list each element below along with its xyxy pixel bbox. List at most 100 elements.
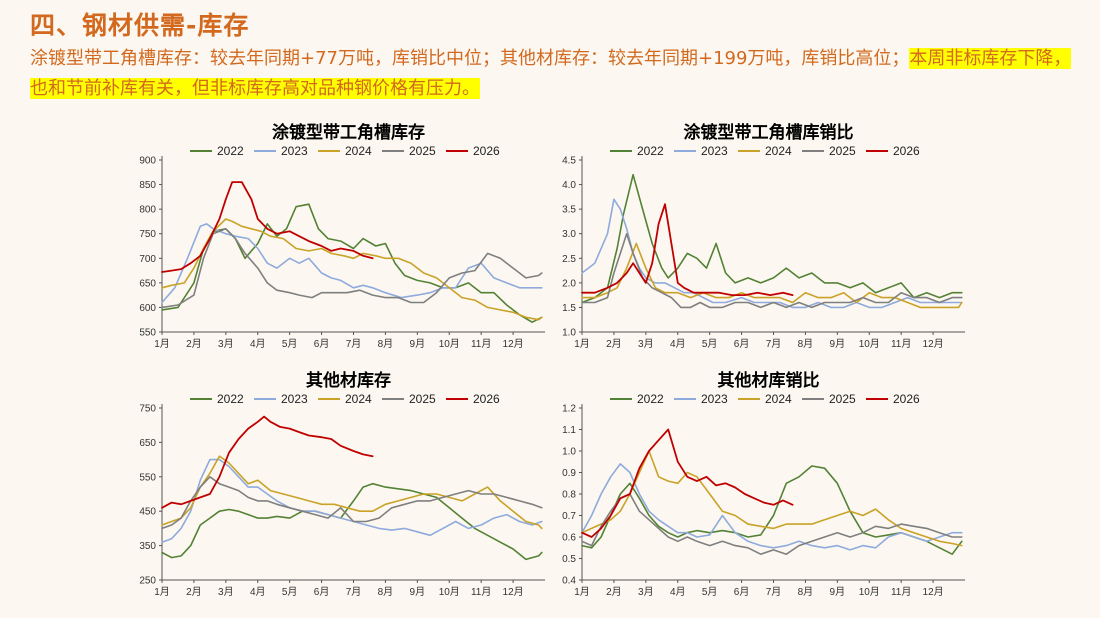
x-tick-label: 8月 — [798, 338, 814, 350]
x-tick-label: 7月 — [346, 338, 362, 350]
x-tick-label: 3月 — [638, 338, 654, 350]
series-line-2026 — [581, 203, 794, 297]
y-tick-label: 2.5 — [562, 254, 576, 265]
x-tick-label: 12月 — [923, 338, 944, 350]
series-line-2025 — [581, 493, 963, 555]
y-tick-label: 750 — [139, 229, 156, 240]
legend-label-2026: 2026 — [893, 392, 920, 406]
x-tick-label: 9月 — [830, 338, 846, 350]
series-line-2026 — [161, 181, 374, 273]
series-line-2022 — [581, 465, 963, 555]
chart-other-stock-sales-ratio: 其他材库销比 2022 2023 2024 2025 2026 0.4 0.5 0.6 0.7 0.… — [562, 370, 965, 598]
x-tick-label: 2月 — [606, 338, 622, 350]
x-tick-label: 10月 — [439, 586, 460, 598]
x-tick-label: 5月 — [702, 586, 718, 598]
x-tick-label: 12月 — [923, 586, 944, 598]
y-tick-label: 450 — [139, 507, 156, 518]
x-tick-label: 4月 — [250, 338, 266, 350]
x-tick-label: 8月 — [798, 586, 814, 598]
legend-label-2026: 2026 — [893, 144, 920, 158]
series-line-2026 — [581, 428, 794, 538]
x-tick-label: 6月 — [314, 586, 330, 598]
y-tick-label: 0.5 — [562, 554, 576, 565]
legend: 2022 2023 2024 2025 2026 — [190, 144, 500, 158]
x-tick-label: 4月 — [670, 338, 686, 350]
series-line-2025 — [581, 232, 963, 309]
x-tick-label: 5月 — [282, 586, 298, 598]
x-tick-label: 7月 — [766, 586, 782, 598]
x-tick-label: 4月 — [670, 586, 686, 598]
series-line-2024 — [161, 218, 543, 321]
chart-title: 涂镀型带工角槽库销比 — [684, 122, 854, 143]
y-tick-label: 0.6 — [562, 533, 576, 544]
x-tick-label: 3月 — [218, 586, 234, 598]
y-tick-label: 900 — [139, 156, 156, 167]
x-tick-label: 6月 — [734, 586, 750, 598]
y-tick-label: 1.2 — [562, 404, 576, 415]
x-tick-label: 9月 — [410, 338, 426, 350]
x-tick-label: 12月 — [503, 586, 524, 598]
x-tick-label: 8月 — [378, 338, 394, 350]
legend: 2022 2023 2024 2025 2026 — [190, 392, 500, 406]
y-tick-label: 2.0 — [562, 278, 576, 289]
series-line-2023 — [581, 463, 963, 551]
legend-label-2023: 2023 — [701, 392, 728, 406]
y-tick-label: 1.0 — [562, 447, 576, 458]
y-tick-label: 4.5 — [562, 156, 576, 167]
chart-title: 涂镀型带工角槽库存 — [272, 122, 425, 143]
y-tick-label: 650 — [139, 438, 156, 449]
x-tick-label: 7月 — [346, 586, 362, 598]
series-line-2025 — [161, 228, 543, 309]
series-line-2024 — [161, 455, 543, 530]
legend-label-2022: 2022 — [217, 144, 244, 158]
y-tick-label: 750 — [139, 404, 156, 415]
chart-title: 其他材库销比 — [718, 370, 820, 391]
x-tick-label: 11月 — [891, 586, 911, 598]
legend-label-2024: 2024 — [765, 144, 792, 158]
legend-label-2024: 2024 — [345, 144, 372, 158]
y-tick-label: 700 — [139, 254, 156, 265]
x-tick-label: 8月 — [378, 586, 394, 598]
summary-text: 涂镀型带工角槽库存：较去年同期+77万吨，库销比中位；其他材库存：较去年同期+1… — [30, 44, 1080, 104]
chart-other-inventory: 其他材库存 2022 2023 2024 2025 2026 250 350 450 550 650… — [139, 370, 545, 598]
legend-label-2026: 2026 — [473, 392, 500, 406]
summary-plain: 涂镀型带工角槽库存：较去年同期+77万吨，库销比中位；其他材库存：较去年同期+1… — [30, 48, 910, 69]
y-tick-label: 850 — [139, 180, 156, 191]
legend: 2022 2023 2024 2025 2026 — [610, 144, 920, 158]
x-tick-label: 3月 — [218, 338, 234, 350]
legend-label-2025: 2025 — [409, 392, 436, 406]
legend-label-2022: 2022 — [637, 144, 664, 158]
y-tick-label: 1.5 — [562, 303, 576, 314]
x-tick-label: 1月 — [154, 338, 170, 350]
y-tick-label: 3.0 — [562, 229, 576, 240]
series-line-2025 — [161, 476, 543, 530]
legend-label-2023: 2023 — [281, 392, 308, 406]
x-tick-label: 6月 — [734, 338, 750, 350]
legend-label-2023: 2023 — [701, 144, 728, 158]
x-tick-label: 11月 — [471, 586, 491, 598]
x-tick-label: 4月 — [250, 586, 266, 598]
x-tick-label: 10月 — [859, 586, 880, 598]
series-line-2023 — [581, 198, 963, 309]
series-line-2023 — [161, 458, 543, 543]
x-tick-label: 12月 — [503, 338, 524, 350]
y-tick-label: 4.0 — [562, 180, 576, 191]
y-tick-label: 250 — [139, 576, 156, 587]
x-tick-label: 2月 — [186, 586, 202, 598]
x-tick-label: 5月 — [702, 338, 718, 350]
legend-label-2025: 2025 — [829, 392, 856, 406]
series-line-2026 — [161, 415, 374, 509]
y-tick-label: 3.5 — [562, 205, 576, 216]
legend-label-2022: 2022 — [217, 392, 244, 406]
y-tick-label: 0.4 — [562, 576, 576, 587]
x-tick-label: 1月 — [154, 586, 170, 598]
y-tick-label: 550 — [139, 472, 156, 483]
x-tick-label: 5月 — [282, 338, 298, 350]
y-tick-label: 0.9 — [562, 468, 576, 479]
legend-label-2022: 2022 — [637, 392, 664, 406]
series-line-2022 — [581, 173, 963, 304]
x-tick-label: 11月 — [471, 338, 491, 350]
series-line-2023 — [161, 223, 543, 304]
legend-label-2025: 2025 — [409, 144, 436, 158]
legend-label-2025: 2025 — [829, 144, 856, 158]
